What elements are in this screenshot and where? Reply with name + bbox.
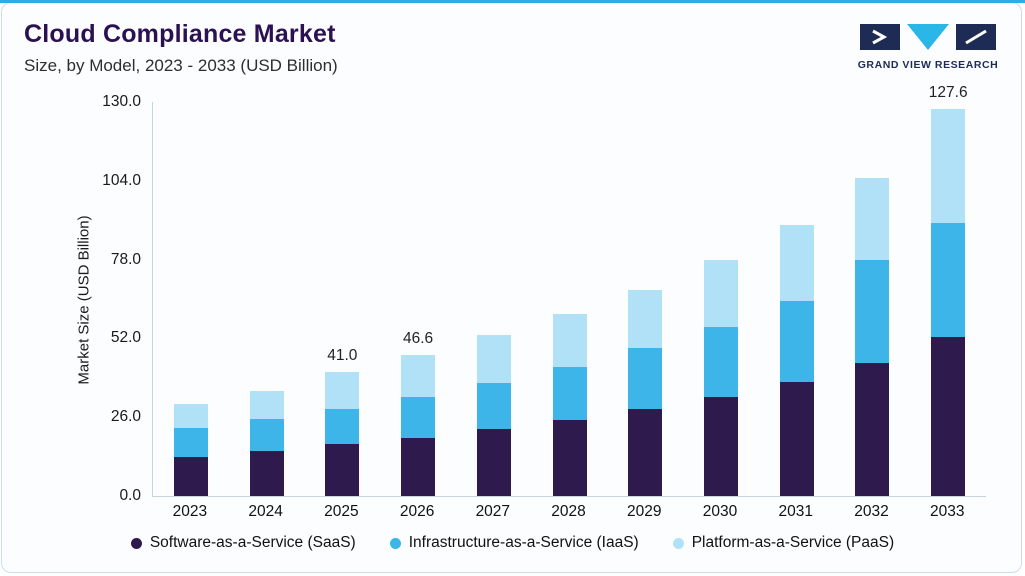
bar-segment-iaas-2027 bbox=[476, 382, 511, 430]
bar-slot-2028 bbox=[532, 102, 608, 496]
stacked-bar-2031 bbox=[779, 224, 814, 496]
stacked-bar-2028 bbox=[552, 314, 587, 496]
bar-segment-iaas-2033 bbox=[931, 223, 966, 337]
bar-slot-2023 bbox=[153, 102, 229, 496]
total-label-2025: 41.0 bbox=[327, 346, 358, 364]
y-tick-label-26: 26.0 bbox=[110, 408, 141, 426]
bar-segment-paas-2031 bbox=[779, 224, 814, 302]
stacked-bar-2030 bbox=[704, 259, 738, 496]
page-title: Cloud Compliance Market bbox=[24, 20, 336, 48]
bar-segment-saas-2032 bbox=[855, 362, 890, 496]
x-tick-label-2023: 2023 bbox=[172, 503, 208, 520]
legend-item-iaas: Infrastructure-as-a-Service (IaaS) bbox=[389, 534, 639, 552]
x-tick-label-2032: 2032 bbox=[854, 503, 889, 520]
bar-slot-2024 bbox=[229, 102, 305, 496]
page-subtitle: Size, by Model, 2023 - 2033 (USD Billion… bbox=[24, 56, 338, 75]
bar-slot-2030 bbox=[683, 102, 759, 496]
legend: Software-as-a-Service (SaaS) Infrastructu… bbox=[0, 534, 1025, 552]
bar-slot-2026: 46.6 bbox=[380, 102, 456, 496]
legend-dot-icon-paas bbox=[672, 537, 684, 549]
bar-segment-paas-2033 bbox=[931, 109, 966, 224]
bar-segment-saas-2023 bbox=[173, 456, 208, 496]
bar-segment-saas-2029 bbox=[628, 409, 663, 496]
legend-item-paas: Platform-as-a-Service (PaaS) bbox=[672, 534, 895, 552]
bar-slot-2033: 127.6 bbox=[910, 84, 986, 496]
bars-container: 41.0 46.6 127.6 bbox=[153, 84, 986, 496]
bar-segment-iaas-2026 bbox=[401, 396, 436, 438]
stacked-bar-2033 bbox=[931, 109, 966, 496]
stacked-bar-2024 bbox=[249, 391, 284, 496]
bar-slot-2031 bbox=[759, 102, 835, 496]
stacked-bar-2026 bbox=[401, 354, 436, 496]
stacked-bar-2032 bbox=[855, 177, 890, 496]
bar-segment-paas-2023 bbox=[173, 404, 208, 429]
bar-segment-saas-2026 bbox=[401, 437, 436, 496]
grand-view-research-logo: GRAND VIEW RESEARCH bbox=[857, 24, 999, 71]
legend-item-saas: Software-as-a-Service (SaaS) bbox=[130, 534, 356, 552]
stacked-bar-2029 bbox=[628, 289, 663, 496]
bar-slot-2027 bbox=[456, 102, 532, 496]
x-tick-label-2025: 2025 bbox=[324, 503, 359, 520]
bar-segment-saas-2033 bbox=[931, 336, 966, 496]
x-tick-label-2029: 2029 bbox=[627, 503, 662, 520]
bar-segment-iaas-2025 bbox=[325, 408, 360, 445]
total-label-2033: 127.6 bbox=[928, 84, 968, 102]
x-tick-label-2033: 2033 bbox=[929, 503, 965, 520]
bar-segment-paas-2032 bbox=[855, 177, 890, 260]
bar-segment-paas-2024 bbox=[249, 391, 284, 420]
bar-segment-paas-2028 bbox=[552, 314, 587, 367]
legend-label-saas: Software-as-a-Service (SaaS) bbox=[149, 534, 356, 551]
logo-mark-icon bbox=[860, 24, 996, 50]
x-tick-label-2027: 2027 bbox=[475, 503, 511, 520]
x-tick-label-2028: 2028 bbox=[551, 503, 586, 520]
logo-text: GRAND VIEW RESEARCH bbox=[857, 59, 999, 71]
bar-segment-paas-2027 bbox=[476, 335, 511, 383]
bar-segment-saas-2024 bbox=[249, 451, 284, 496]
bar-slot-2032 bbox=[835, 102, 911, 496]
chart-header: Cloud Compliance Market Size, by Model, … bbox=[24, 20, 338, 76]
x-tick-label-2024: 2024 bbox=[248, 503, 283, 520]
bar-slot-2025: 41.0 bbox=[304, 102, 380, 496]
y-tick-label-52: 52.0 bbox=[110, 329, 141, 347]
bar-segment-iaas-2029 bbox=[628, 348, 663, 410]
x-axis-tick-labels: 2023 2024 2025 2026 2027 2028 2029 2030 2031 2032… bbox=[152, 503, 985, 521]
y-tick-label-130: 130.0 bbox=[102, 93, 141, 110]
legend-label-iaas: Infrastructure-as-a-Service (IaaS) bbox=[408, 534, 639, 551]
top-accent-line bbox=[0, 0, 1025, 3]
bar-segment-paas-2026 bbox=[401, 354, 436, 397]
y-tick-label-0: 0.0 bbox=[119, 487, 141, 504]
bar-segment-paas-2030 bbox=[704, 259, 738, 327]
y-tick-label-78: 78.0 bbox=[110, 250, 141, 268]
x-tick-label-2031: 2031 bbox=[778, 503, 813, 520]
y-tick-label-104: 104.0 bbox=[102, 171, 141, 189]
bar-segment-iaas-2023 bbox=[173, 428, 208, 457]
plot-area: 0.0 26.0 52.0 78.0 104.0 130.0 41.0 46.6 127.6 bbox=[102, 84, 986, 504]
x-tick-label-2030: 2030 bbox=[702, 503, 738, 520]
bar-slot-2029 bbox=[607, 102, 683, 496]
stacked-bar-2023 bbox=[173, 404, 208, 496]
stacked-bar-2025 bbox=[325, 371, 360, 496]
stacked-bar-2027 bbox=[476, 335, 511, 496]
bar-segment-paas-2025 bbox=[325, 371, 360, 409]
x-tick-label-2026: 2026 bbox=[399, 503, 435, 520]
bar-segment-saas-2025 bbox=[325, 444, 360, 496]
bar-segment-iaas-2032 bbox=[855, 259, 890, 363]
bar-segment-saas-2031 bbox=[779, 382, 814, 496]
bar-segment-saas-2028 bbox=[552, 420, 587, 496]
total-label-2026: 46.6 bbox=[402, 329, 434, 347]
bar-segment-saas-2030 bbox=[704, 396, 738, 496]
bar-segment-iaas-2024 bbox=[249, 419, 284, 452]
y-axis-tick-labels: 0.0 26.0 52.0 78.0 104.0 130.0 bbox=[55, 93, 141, 504]
legend-dot-icon-iaas bbox=[389, 537, 401, 549]
bar-segment-iaas-2031 bbox=[779, 301, 814, 383]
bar-segment-iaas-2028 bbox=[552, 366, 587, 421]
bar-segment-iaas-2030 bbox=[704, 326, 738, 397]
legend-label-paas: Platform-as-a-Service (PaaS) bbox=[691, 534, 895, 551]
bar-segment-paas-2029 bbox=[628, 289, 663, 349]
legend-dot-icon-saas bbox=[130, 537, 142, 549]
bar-segment-saas-2027 bbox=[476, 429, 511, 496]
